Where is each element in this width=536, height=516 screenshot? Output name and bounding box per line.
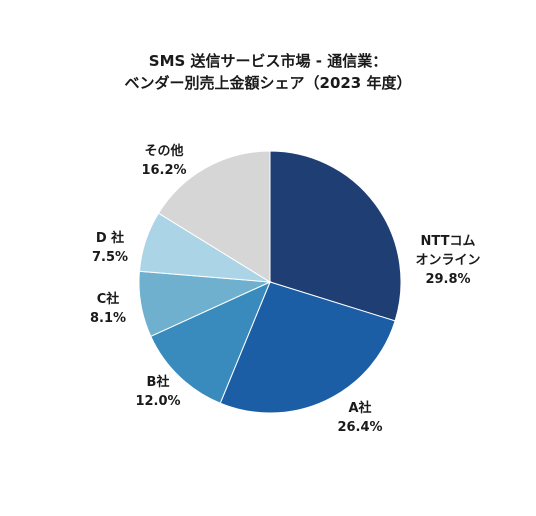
pie-slice-1 — [219, 281, 396, 414]
slice-name-label-0: NTTコム — [421, 234, 476, 249]
slice-value-label-5: 16.2% — [141, 163, 186, 178]
slice-label-0: NTTコムオンライン 29.8% — [415, 234, 480, 287]
slice-name-label-1: A社 — [348, 400, 371, 416]
slice-label-2: B社 12.0% — [135, 374, 180, 409]
slice-label-4: D 社 7.5% — [92, 230, 128, 265]
pie-slices — [138, 150, 402, 414]
slice-name-label-0: オンライン — [415, 253, 480, 268]
slice-label-1: A社 26.4% — [337, 400, 382, 435]
chart-title-line-1: SMS 送信サービス市場 - 通信業： — [148, 52, 388, 70]
slice-value-label-2: 12.0% — [135, 394, 180, 409]
slice-name-label-3: C社 — [97, 291, 120, 307]
slice-name-label-5: その他 — [144, 143, 183, 159]
slice-value-label-1: 26.4% — [337, 420, 382, 435]
slice-label-3: C社 8.1% — [90, 291, 126, 326]
chart-title: SMS 送信サービス市場 - 通信業： ベンダー別売上金額シェア（2023 年度… — [0, 50, 536, 94]
slice-name-label-2: B社 — [147, 374, 170, 390]
pie-labels: NTTコムオンライン 29.8% A社 26.4% B社 12.0% C社 8.1% D 社 7.… — [90, 143, 481, 435]
pie-slice-2 — [150, 281, 271, 404]
pie-slice-0 — [269, 150, 402, 322]
slice-value-label-0: 29.8% — [425, 272, 470, 287]
slice-value-label-3: 8.1% — [90, 311, 126, 326]
chart-title-line-2: ベンダー別売上金額シェア（2023 年度） — [124, 74, 412, 92]
pie-slice-5 — [157, 150, 271, 283]
slice-value-label-4: 7.5% — [92, 250, 128, 265]
slice-name-label-4: D 社 — [96, 230, 124, 246]
slice-label-5: その他 16.2% — [141, 143, 186, 178]
